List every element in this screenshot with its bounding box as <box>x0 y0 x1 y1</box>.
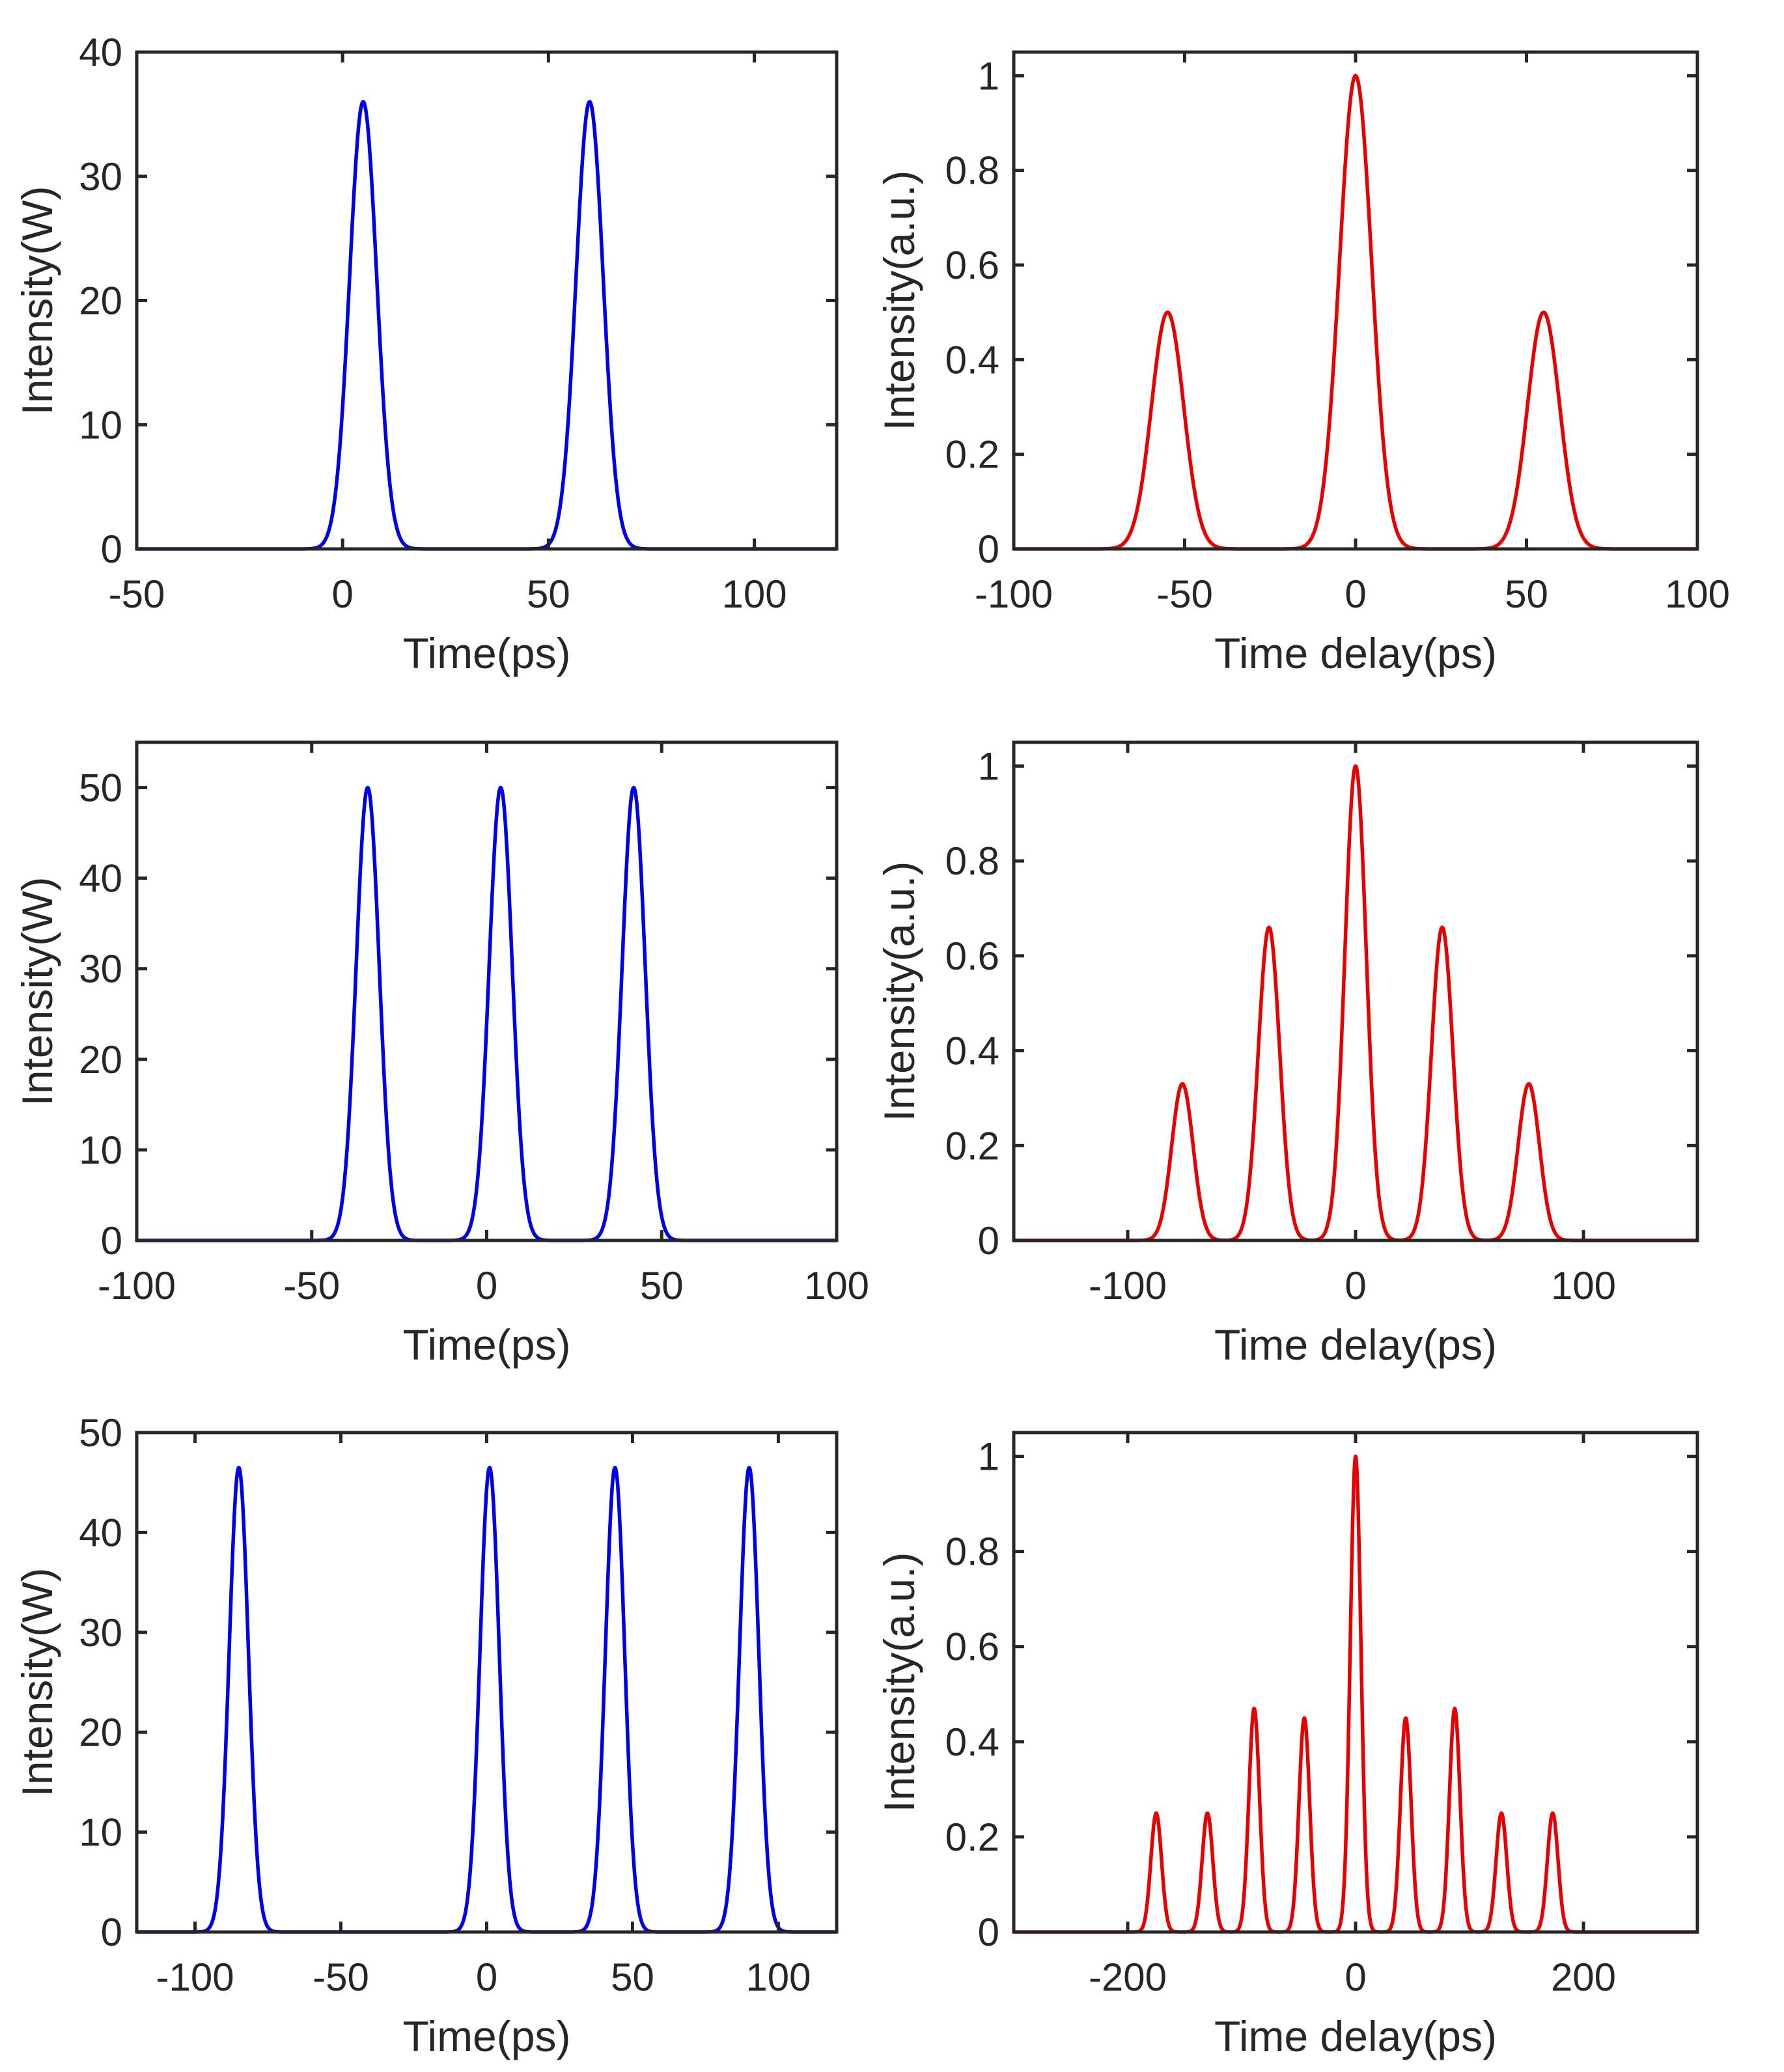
y-tick-label: 20 <box>79 1038 122 1082</box>
plot-frame <box>1012 50 1699 551</box>
y-tick-label: 40 <box>79 857 122 901</box>
x-tick-label: -200 <box>1089 1955 1167 1999</box>
y-tick-label: 30 <box>79 947 122 991</box>
x-tick-label: -100 <box>156 1955 234 1999</box>
y-tick-label: 40 <box>79 31 122 74</box>
y-tick-label: 10 <box>79 1128 122 1172</box>
y-axis-label: Intensity(a.u.) <box>875 1552 923 1813</box>
y-tick-label: 0.6 <box>945 1625 999 1669</box>
x-tick-label: -50 <box>1156 572 1213 616</box>
x-tick-label: 200 <box>1551 1955 1616 1999</box>
series-line-pulses <box>135 1465 838 1934</box>
y-tick-label: 0 <box>101 1219 122 1263</box>
x-axis-label: Time(ps) <box>403 629 571 677</box>
y-tick-label: 0.2 <box>945 1815 999 1859</box>
y-tick-label: 0 <box>978 1219 999 1263</box>
x-axis-label: Time delay(ps) <box>1214 2012 1497 2060</box>
panel-6-red-autocorrelation-nine-peaks: -200 0 200 0 0.2 0.4 0.6 0.8 1 Time delay(ps) Inte… <box>875 1431 1699 2060</box>
y-tick-label: 20 <box>79 1711 122 1754</box>
x-tick-label: 100 <box>804 1264 869 1308</box>
y-tick-label: 1 <box>978 744 999 788</box>
x-axis-label: Time delay(ps) <box>1214 1321 1497 1369</box>
y-tick-label: 0.6 <box>945 244 999 287</box>
y-axis-label: Intensity(W) <box>13 186 61 415</box>
x-tick-label: -100 <box>1089 1264 1167 1308</box>
x-tick-label: -100 <box>975 572 1053 616</box>
x-tick-label: 0 <box>476 1264 497 1308</box>
x-tick-label: 100 <box>746 1955 811 1999</box>
plot-frame <box>1012 1431 1699 1934</box>
y-tick-label: 0.2 <box>945 1124 999 1168</box>
x-tick-label: 0 <box>331 572 353 616</box>
y-tick-label: 0.6 <box>945 934 999 978</box>
x-tick-label: 0 <box>1345 572 1366 616</box>
x-tick-label: 0 <box>476 1955 497 1999</box>
x-tick-label: 50 <box>611 1955 654 1999</box>
x-tick-label: 50 <box>640 1264 684 1308</box>
series-line-pulses <box>135 785 838 1242</box>
series-line-autocorrelation <box>1012 764 1699 1242</box>
y-axis-label: Intensity(a.u.) <box>875 861 923 1122</box>
y-tick-label: 0.4 <box>945 338 999 382</box>
y-tick-label: 50 <box>79 766 122 810</box>
y-tick-label: 30 <box>79 1611 122 1655</box>
series-line-pulses <box>135 100 838 551</box>
y-tick-label: 0 <box>978 527 999 571</box>
y-axis-label: Intensity(a.u.) <box>875 171 923 431</box>
y-tick-label: 0.4 <box>945 1029 999 1073</box>
y-tick-label: 0.8 <box>945 149 999 193</box>
x-tick-label: 0 <box>1345 1955 1366 1999</box>
x-axis-label: Time delay(ps) <box>1214 629 1497 677</box>
y-tick-label: 30 <box>79 155 122 199</box>
y-tick-label: 1 <box>978 1435 999 1479</box>
y-tick-label: 1 <box>978 54 999 98</box>
y-axis-label: Intensity(W) <box>13 876 61 1106</box>
x-tick-label: -50 <box>109 572 165 616</box>
y-axis-label: Intensity(W) <box>13 1567 61 1797</box>
y-tick-label: 50 <box>79 1411 122 1455</box>
y-tick-label: 40 <box>79 1511 122 1554</box>
x-axis-label: Time(ps) <box>403 1321 571 1369</box>
y-tick-label: 0.8 <box>945 839 999 883</box>
y-tick-label: 0 <box>101 1911 122 1954</box>
x-tick-label: 50 <box>1505 572 1548 616</box>
x-tick-label: -100 <box>98 1264 176 1308</box>
x-axis-label: Time(ps) <box>403 2012 571 2060</box>
plot-frame <box>135 50 839 551</box>
y-tick-label: 0.2 <box>945 433 999 477</box>
y-tick-label: 0.4 <box>945 1720 999 1764</box>
y-tick-label: 0.8 <box>945 1530 999 1574</box>
x-tick-label: -50 <box>283 1264 340 1308</box>
y-tick-label: 20 <box>79 279 122 323</box>
x-tick-label: -50 <box>313 1955 369 1999</box>
panel-3-blue-time-three-pulses: -100 -50 0 50 100 0 10 20 30 40 50 Time(ps) Intensit… <box>13 740 869 1369</box>
panel-2-red-autocorrelation-three-peaks: -100 -50 0 50 100 0 0.2 0.4 0.6 0.8 1 Time delay(ps… <box>875 50 1730 677</box>
panel-4-red-autocorrelation-five-peaks: -100 0 100 0 0.2 0.4 0.6 0.8 1 Time delay(ps) Inte… <box>875 740 1699 1369</box>
x-tick-label: 50 <box>527 572 570 616</box>
plot-frame <box>1012 740 1699 1242</box>
panel-5-blue-time-four-pulses: -100 -50 0 50 100 0 10 20 30 40 50 Time(ps) Intensit… <box>13 1411 839 2060</box>
x-tick-label: 0 <box>1345 1264 1366 1308</box>
x-tick-label: 100 <box>721 572 787 616</box>
y-tick-label: 0 <box>978 1911 999 1954</box>
x-tick-label: 100 <box>1665 572 1730 616</box>
y-tick-label: 0 <box>101 527 122 571</box>
series-line-autocorrelation <box>1012 1454 1699 1934</box>
y-tick-label: 10 <box>79 403 122 447</box>
x-tick-label: 100 <box>1551 1264 1616 1308</box>
series-line-autocorrelation <box>1012 74 1699 551</box>
y-tick-label: 10 <box>79 1811 122 1855</box>
